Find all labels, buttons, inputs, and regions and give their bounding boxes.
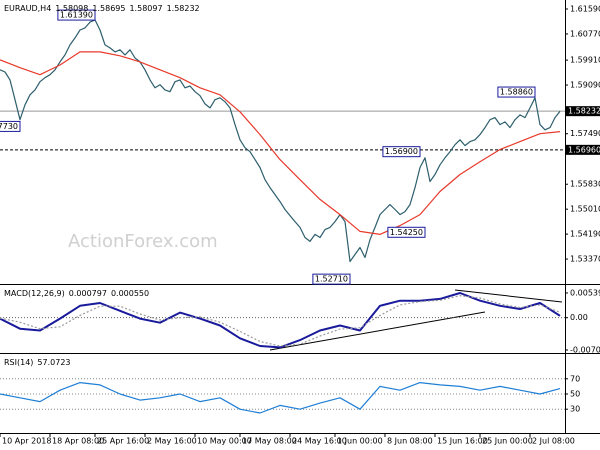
y-tick-label: 1.59090 — [570, 81, 600, 90]
level-label-box — [566, 144, 600, 155]
level-label-box — [566, 106, 600, 117]
annotation-label: 1.52710 — [315, 275, 348, 284]
annotation-label: 1.58860 — [500, 88, 533, 97]
panel-title-value: 1.58232 — [167, 4, 200, 13]
y-tick-label: 0.005398 — [570, 288, 600, 297]
trendlines — [269, 289, 563, 351]
panel-title-name: RSI(14) — [4, 358, 33, 367]
series-line — [0, 292, 561, 349]
panel-title-name: MACD(12,26,9) — [4, 289, 65, 298]
annotation-box — [57, 9, 96, 21]
y-tick-label: 50 — [570, 390, 580, 399]
series-line — [0, 19, 561, 263]
trendline — [454, 289, 563, 303]
x-tick-label: 15 Jun 16:00 — [437, 437, 488, 446]
trendline — [269, 311, 486, 351]
y-tick-label: 1.61590 — [570, 4, 600, 13]
panel-title: MACD(12,26,9) 0.000797 0.000550 — [4, 289, 149, 298]
annotation-label: 1.54250 — [390, 228, 423, 237]
panel-title: RSI(14) 57.0723 — [4, 358, 71, 367]
panel-title-value: 0.000550 — [111, 289, 149, 298]
x-tick-label: 10 Apr 2018 — [2, 437, 51, 446]
y-tick-label: 0.00 — [570, 313, 588, 322]
x-tick-label: 25 Apr 16:00 — [97, 437, 149, 446]
annotation-box — [497, 86, 536, 98]
panel-title-value: 1.58097 — [129, 4, 162, 13]
x-tick-label: 25 Jun 00:00 — [482, 437, 533, 446]
y-tick-label: 1.55010 — [570, 205, 600, 214]
frame — [0, 0, 600, 434]
panel-title-value: 1.58695 — [92, 4, 125, 13]
y-tick-label: 70 — [570, 374, 580, 383]
level-label: 1.56960 — [568, 145, 600, 154]
annotation-box — [312, 273, 351, 285]
y-tick-label: -0.007064 — [570, 346, 600, 355]
panel-title-value: 0.000797 — [69, 289, 107, 298]
series-line — [0, 51, 561, 235]
annotation-label: 1.56900 — [385, 147, 418, 156]
x-tick-label: 24 May 16:00 — [292, 437, 347, 446]
y-tick-label: 1.60770 — [570, 29, 600, 38]
y-tick-label: 1.53370 — [570, 255, 600, 264]
watermark: ActionForex.com — [68, 231, 218, 252]
x-tick-label: 18 Apr 08:00 — [52, 437, 104, 446]
x-tick-label: 8 Jun 08:00 — [387, 437, 433, 446]
annotation-label: 1.61390 — [60, 11, 93, 20]
x-tick-label: 10 May 00:00 — [197, 437, 252, 446]
annotation-label: 7730 — [0, 122, 18, 131]
y-tick-label: 1.54190 — [570, 230, 600, 239]
annotation-box — [382, 146, 421, 158]
y-tick-label: 1.55830 — [570, 180, 600, 189]
y-tick-label: 30 — [570, 405, 580, 414]
panel-title-value: 1.58098 — [55, 4, 88, 13]
level-label: 1.58232 — [568, 107, 600, 116]
x-tick-label: 17 May 08:00 — [242, 437, 297, 446]
y-tick-label: 1.59910 — [570, 56, 600, 65]
y-tick-label: 1.57490 — [570, 129, 600, 138]
x-tick-label: 1 Jun 00:00 — [337, 437, 383, 446]
annotation-box — [0, 120, 21, 132]
panel-title-name: EURAUD,H4 — [4, 4, 51, 13]
annotation-box — [387, 226, 426, 238]
series-line — [0, 382, 561, 414]
x-tick-label: 2 May 16:00 — [147, 437, 197, 446]
panel-title-value: 57.0723 — [37, 358, 70, 367]
x-tick-label: 2 Jul 08:00 — [532, 437, 575, 446]
panel-title: EURAUD,H4 1.58098 1.58695 1.58097 1.58232 — [4, 4, 200, 13]
